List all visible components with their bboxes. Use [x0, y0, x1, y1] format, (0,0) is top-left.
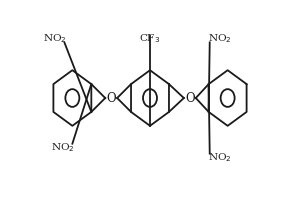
- Text: CF$_3$: CF$_3$: [139, 32, 161, 45]
- Text: NO$_2$: NO$_2$: [51, 141, 74, 154]
- Text: O: O: [106, 92, 116, 105]
- Text: NO$_2$: NO$_2$: [208, 151, 231, 164]
- Text: NO$_2$: NO$_2$: [208, 32, 231, 45]
- Text: O: O: [185, 92, 195, 105]
- Text: NO$_2$: NO$_2$: [43, 32, 66, 45]
